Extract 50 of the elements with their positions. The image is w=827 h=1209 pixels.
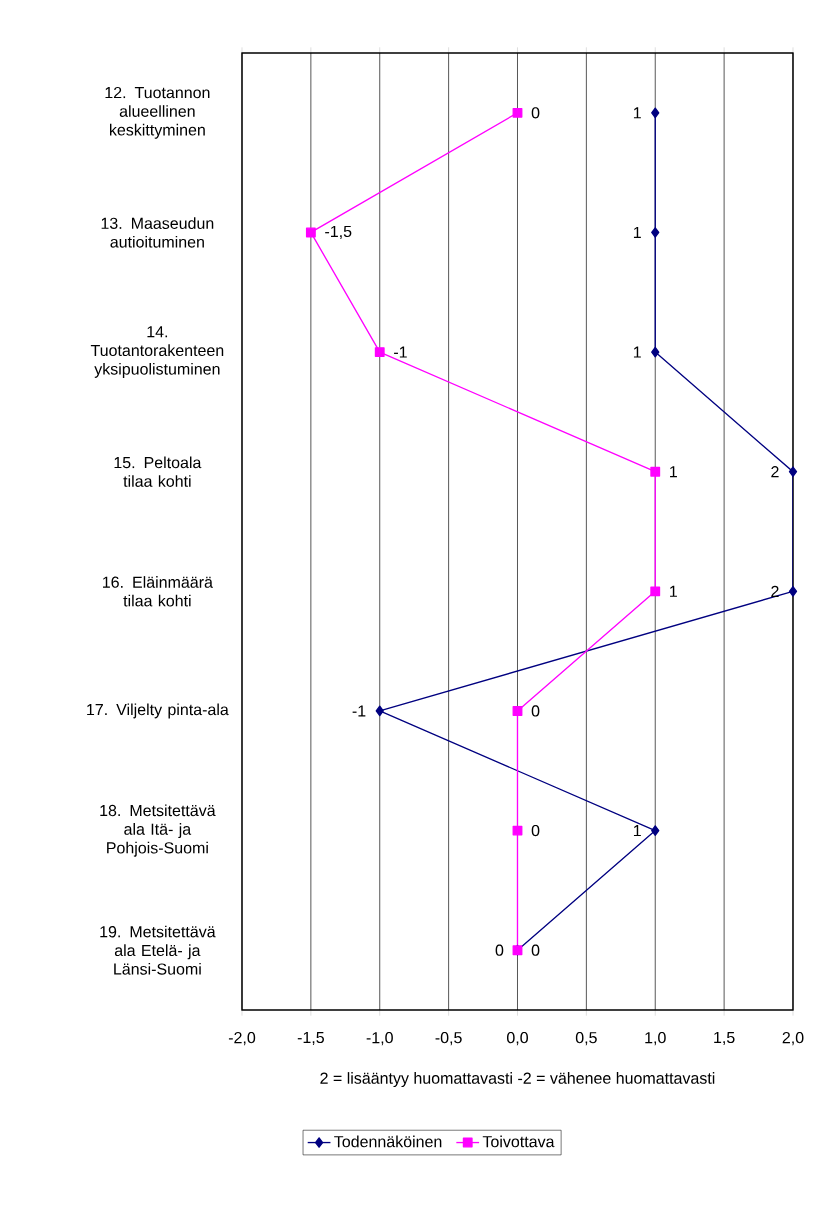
y-tick-label: 13. Maaseudun autioituminen [101, 217, 214, 248]
x-tick-label: 0,0 [507, 1031, 528, 1046]
data-label: 0 [531, 705, 540, 717]
x-tick-label: 1,0 [645, 1031, 666, 1046]
x-tick-label: 1,5 [714, 1031, 735, 1046]
x-tick-label: 2,0 [782, 1031, 804, 1046]
point [374, 347, 385, 358]
y-tick-label: 16. Eläinmäärä tilaa kohti [103, 576, 213, 607]
legend-label: Todennäköinen [334, 1135, 442, 1148]
data-label: -1 [394, 346, 407, 358]
point [512, 107, 523, 118]
data-label: 1 [633, 825, 641, 837]
x-tick-label: -1,5 [297, 1031, 324, 1046]
y-tick-label: 12. Tuotannon alueellinen keskittyminen [105, 86, 210, 139]
x-tick-label: -1,0 [366, 1031, 393, 1046]
x-tick-label: -2,0 [228, 1031, 256, 1046]
x-tick-label: 0,5 [575, 1031, 597, 1046]
legend-label: Toivottava [482, 1135, 555, 1148]
data-label: 0 [531, 107, 540, 119]
data-label: 0 [495, 944, 504, 956]
data-label: 1 [633, 107, 641, 119]
data-label: 1 [670, 585, 677, 597]
data-label: -1,5 [325, 225, 352, 239]
x-tick-label: -0,5 [435, 1031, 462, 1046]
point [651, 825, 660, 836]
data-label: 2 [771, 585, 779, 597]
point [651, 107, 660, 119]
point [651, 346, 660, 358]
point [650, 466, 661, 477]
point [788, 585, 798, 597]
point [650, 586, 661, 597]
y-tick-label: 15. Peltoala tilaa kohti [114, 456, 202, 487]
data-label: 0 [531, 944, 540, 956]
x-axis-title: 2 = lisääntyy huomattavasti -2 = vähenee huomattavasti [320, 1072, 715, 1088]
data-label: 1 [633, 346, 641, 358]
y-tick-label: 18. Metsitettävä ala Itä- ja Pohjois-Suomi [100, 804, 216, 857]
point [651, 227, 660, 238]
data-label: -1 [352, 705, 366, 717]
point [512, 825, 523, 836]
data-label: 1 [633, 226, 641, 238]
data-label: 1 [670, 466, 677, 478]
point [375, 705, 384, 717]
y-tick-label: 19. Metsitettävä ala Etelä- ja Länsi-Suomi [100, 925, 216, 975]
y-tick-label: 14. Tuotantorakenteen yksipuolistuminen [90, 326, 224, 378]
data-label: 0 [531, 824, 540, 837]
point [305, 227, 316, 238]
point [788, 466, 798, 478]
data-label: 2 [771, 466, 779, 478]
point [512, 706, 523, 716]
y-tick-label: 17. Viljelty pinta-ala [87, 703, 229, 719]
